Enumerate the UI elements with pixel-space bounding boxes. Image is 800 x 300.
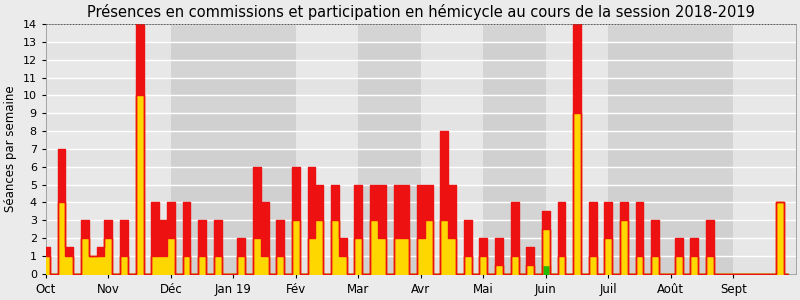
Bar	[46, 24, 796, 42]
Bar	[46, 149, 796, 167]
Y-axis label: Séances par semaine: Séances par semaine	[4, 85, 17, 212]
Bar	[46, 95, 796, 113]
Bar	[608, 24, 671, 274]
Title: Présences en commissions et participation en hémicycle au cours de la session 20: Présences en commissions et participatio…	[87, 4, 754, 20]
Bar	[46, 131, 796, 149]
Bar	[358, 24, 421, 274]
Bar	[46, 60, 796, 78]
Bar	[171, 24, 234, 274]
Bar	[46, 113, 796, 131]
Bar	[46, 42, 796, 60]
Bar	[46, 184, 796, 202]
Bar	[46, 202, 796, 220]
Bar	[234, 24, 296, 274]
Bar	[671, 24, 734, 274]
Bar	[46, 256, 796, 274]
Bar	[46, 167, 796, 184]
Bar	[46, 78, 796, 95]
Bar	[46, 220, 796, 238]
Bar	[483, 24, 546, 274]
Bar	[46, 238, 796, 256]
